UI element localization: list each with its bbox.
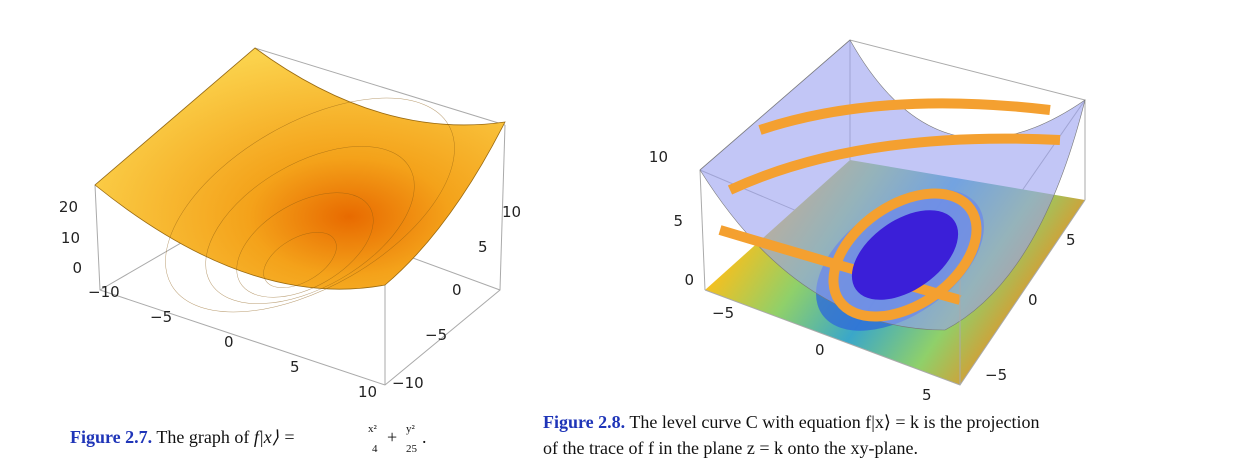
contours: [165, 97, 455, 313]
formula: f|x⟩ =: [254, 427, 296, 447]
figure-label: Figure 2.7.: [70, 427, 152, 447]
caption-text: The graph of: [156, 427, 249, 447]
plus: +: [387, 427, 397, 447]
x-tick-label: 5: [290, 358, 300, 376]
y-tick-label: 5: [478, 238, 488, 256]
figure-1-plot: [94, 47, 506, 386]
y-tick-label: 0: [452, 281, 462, 299]
z-tick-label: 10: [649, 148, 668, 166]
numerator: y²: [406, 423, 416, 435]
x-tick-label: −10: [88, 283, 120, 301]
figure-2-plot: [699, 39, 1086, 386]
caption-line: The level curve C with equation f|x⟩ = k…: [629, 412, 1039, 432]
surface: [94, 47, 506, 290]
x-tick-label: −5: [150, 308, 172, 326]
z-tick-label: 10: [61, 229, 80, 247]
y-tick-label: 5: [1066, 231, 1076, 249]
x-tick-label: 5: [922, 386, 932, 404]
y-tick-label: 0: [1028, 291, 1038, 309]
caption-line: of the trace of f in the plane z = k ont…: [543, 438, 918, 458]
trace-bands: [718, 98, 1061, 322]
figure-label: Figure 2.8.: [543, 412, 625, 432]
z-tick-label: 5: [673, 212, 683, 230]
trace-center: [851, 210, 959, 300]
z-tick-label: 0: [72, 259, 82, 277]
x-tick-label: 0: [224, 333, 234, 351]
caption-2: Figure 2.8. The level curve C with equat…: [543, 412, 1040, 432]
y-tick-label: −5: [425, 326, 447, 344]
y-tick-label: −10: [392, 374, 424, 392]
figure-1-ticks: 20 10 0 −10 −5 0 5 10 10 5 0 −5 −10: [59, 198, 521, 401]
numerator: x²: [368, 423, 378, 435]
period: .: [422, 427, 427, 447]
x-tick-label: 0: [815, 341, 825, 359]
z-tick-label: 0: [684, 271, 694, 289]
caption-1: Figure 2.7. The graph of f|x⟩ =: [70, 427, 295, 447]
y-tick-label: 10: [502, 203, 521, 221]
denominator: 4: [372, 443, 378, 455]
figure-2-ticks: 10 5 0 −5 0 5 5 0 −5: [649, 148, 1076, 404]
box-front: [704, 199, 1086, 386]
denominator: 25: [406, 443, 418, 455]
x-tick-label: 10: [358, 383, 377, 401]
y-tick-label: −5: [985, 366, 1007, 384]
box: [699, 39, 1086, 291]
z-tick-label: 20: [59, 198, 78, 216]
x-tick-label: −5: [712, 304, 734, 322]
